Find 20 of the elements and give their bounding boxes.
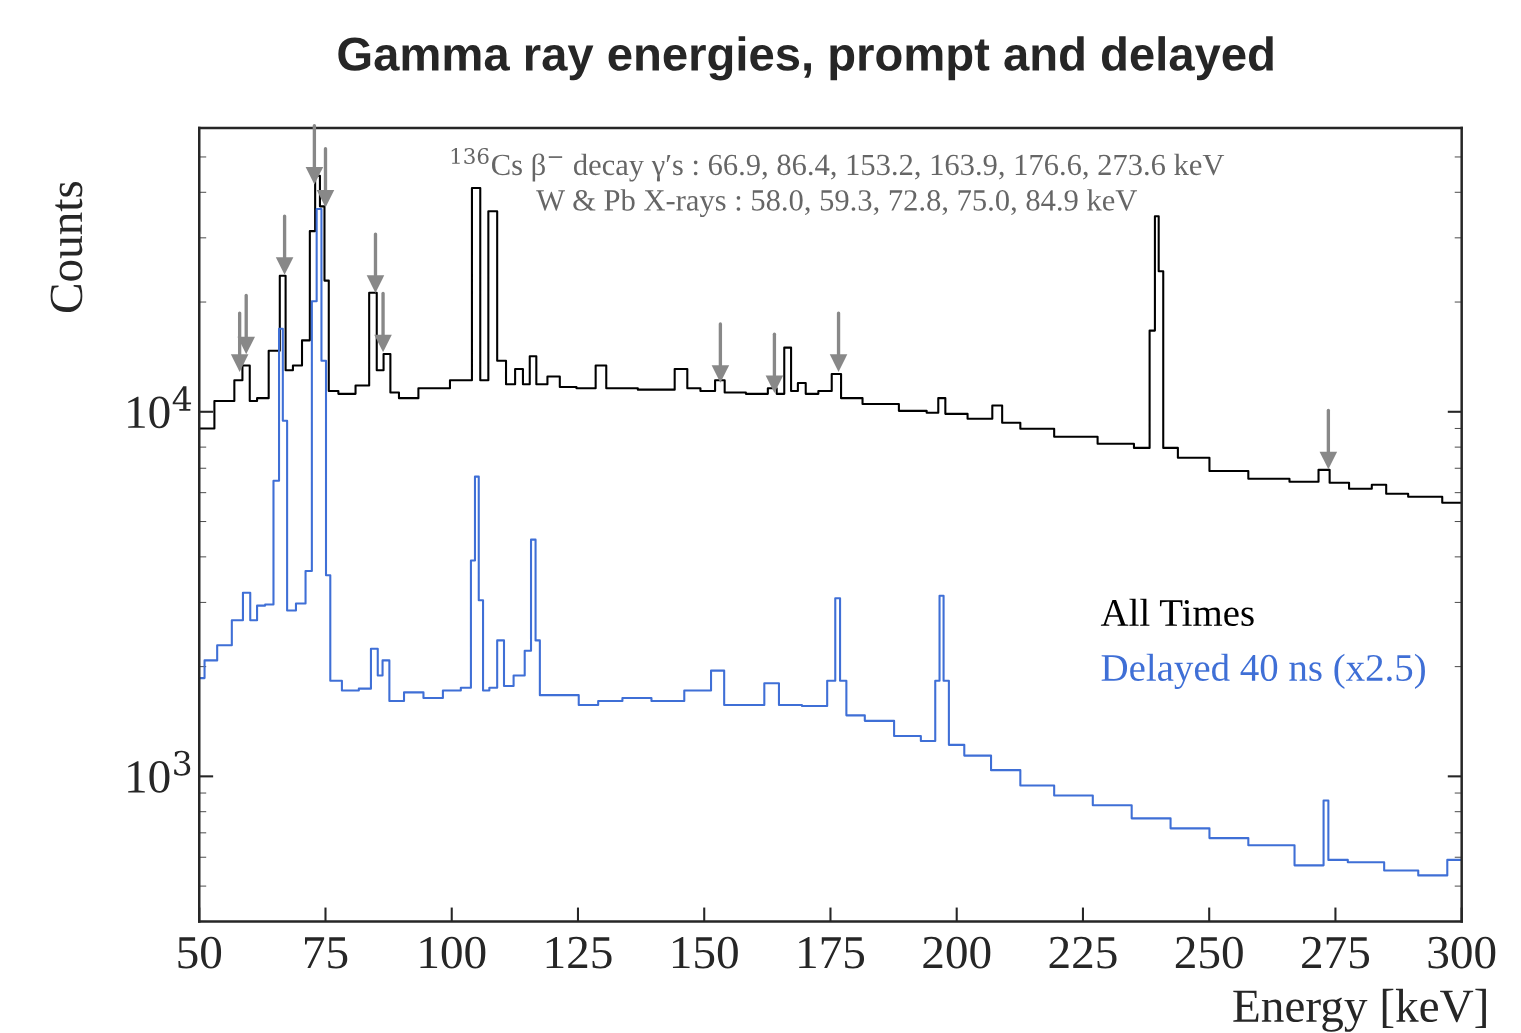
x-tick-label: 175 — [799, 936, 865, 969]
text: All Times — [1100, 598, 1254, 627]
annotation: W & Pb X-rays : 58.0, 59.3, 72.8, 75.0, 84.9 keV — [536, 189, 1138, 217]
y-axis-title: Counts — [50, 181, 83, 313]
x-axis-title: Energy [keV] — [1233, 988, 1486, 1032]
annotation: $^{136}$Cs β$^{−}$ decay γ′s : 66.9, 86.4, 153.2, 163.9, 176.6, 273.6 keV — [451, 147, 1225, 182]
x-tick-label: 250 — [1175, 936, 1243, 969]
chart-title: Gamma ray energies, prompt and delayed — [338, 36, 1273, 81]
x-tick-label: 50 — [178, 936, 222, 969]
text: Delayed 40 ns (x2.5) — [1101, 653, 1425, 690]
x-tick-label: 100 — [420, 936, 486, 969]
x-tick-label: 275 — [1302, 936, 1370, 969]
x-tick-label: 150 — [672, 936, 738, 969]
x-tick-label: 125 — [546, 936, 612, 969]
x-tick-label: 200 — [923, 936, 991, 969]
x-tick-label: 300 — [1428, 936, 1496, 969]
y-tick-label: 10$^{4}$ — [128, 386, 192, 429]
x-tick-label: 75 — [305, 937, 348, 969]
x-tick-label: 225 — [1049, 936, 1117, 969]
y-tick-label: 10$^{3}$ — [128, 750, 191, 793]
